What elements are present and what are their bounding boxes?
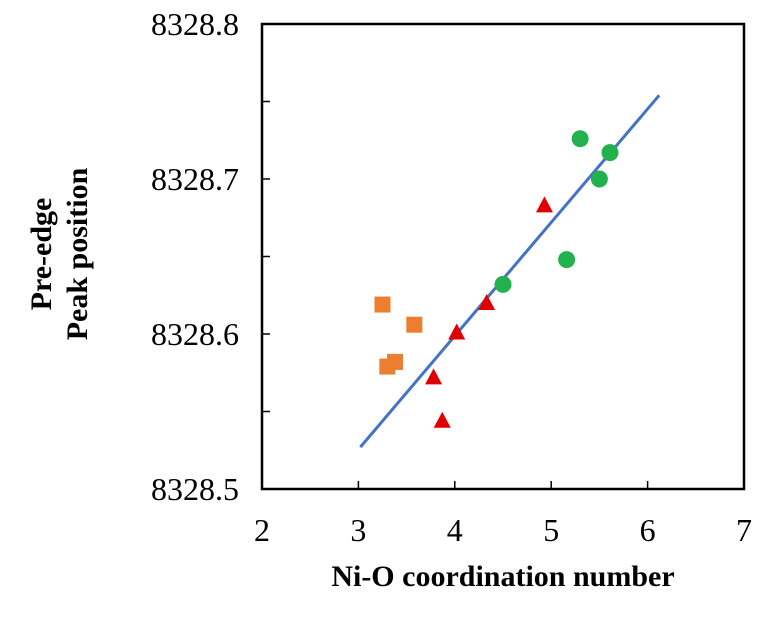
circle-point [601, 144, 619, 162]
square-point [406, 316, 423, 333]
square-point [374, 296, 391, 313]
triangle-point [433, 411, 451, 428]
circle-point [590, 170, 608, 188]
triangle-point [478, 294, 496, 310]
circle-point [558, 251, 576, 269]
circle-point [494, 275, 512, 293]
y-axis-title-line2: Peak position [61, 167, 94, 340]
x-tick-label: 2 [254, 512, 270, 548]
x-tick-label: 4 [447, 512, 463, 548]
x-axis-title: Ni-O coordination number [331, 560, 674, 593]
triangle-point [425, 368, 443, 385]
y-tick-label: 8328.8 [151, 6, 239, 42]
y-axis-title-line1: Pre-edge [25, 198, 58, 311]
circle-point [571, 130, 589, 148]
y-tick-label: 8328.7 [151, 161, 239, 197]
y-tick-label: 8328.5 [151, 471, 239, 507]
x-tick-label: 6 [640, 512, 656, 548]
plot-frame [260, 22, 746, 491]
y-tick-label: 8328.6 [151, 316, 239, 352]
x-tick-label: 7 [736, 512, 752, 548]
x-tick-label: 5 [543, 512, 559, 548]
square-point [379, 358, 396, 375]
triangle-point [448, 323, 466, 340]
x-tick-label: 3 [350, 512, 366, 548]
triangle-point [535, 196, 553, 213]
